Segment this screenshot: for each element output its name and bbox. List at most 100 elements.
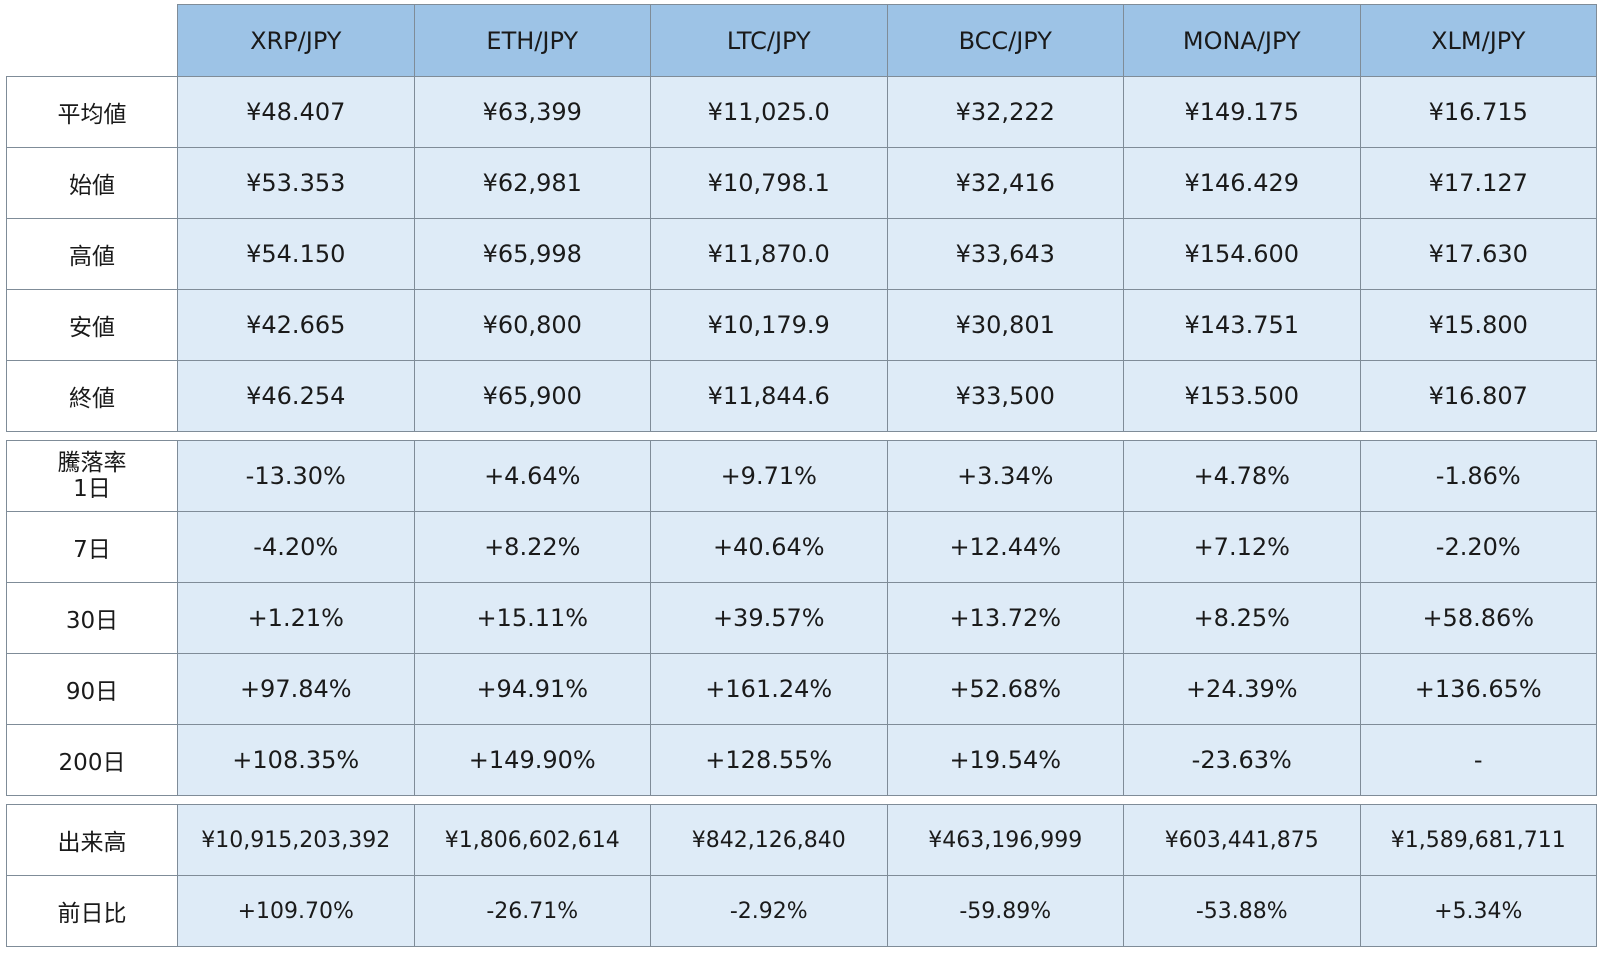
value-cell: -2.20% bbox=[1359, 511, 1597, 583]
value-cell: ¥48.407 bbox=[177, 76, 415, 148]
value-cell: ¥143.751 bbox=[1123, 289, 1361, 361]
value-cell: - bbox=[1359, 724, 1597, 796]
value-cell: +7.12% bbox=[1123, 511, 1361, 583]
column-header: ETH/JPY bbox=[413, 4, 651, 77]
value-cell: ¥33,500 bbox=[886, 360, 1124, 432]
volume-row: 前日比 +109.70% -26.71% -2.92% -59.89% -53.88% +5… bbox=[6, 875, 1597, 947]
value-cell: ¥32,222 bbox=[886, 76, 1124, 148]
value-cell: ¥53.353 bbox=[177, 147, 415, 219]
section-gap-cell bbox=[6, 795, 1597, 805]
value-cell: -53.88% bbox=[1123, 875, 1361, 947]
row-label: 終値 bbox=[6, 360, 178, 432]
value-cell: -13.30% bbox=[177, 440, 415, 512]
value-cell: ¥65,998 bbox=[413, 218, 651, 290]
row-label: 騰落率 1日 bbox=[6, 440, 178, 512]
value-cell: +94.91% bbox=[413, 653, 651, 725]
row-label-two-line: 騰落率 1日 bbox=[58, 450, 127, 502]
section-gap-cell bbox=[6, 431, 1597, 441]
value-cell: +128.55% bbox=[650, 724, 888, 796]
value-cell: ¥153.500 bbox=[1123, 360, 1361, 432]
price-row: 終値 ¥46.254 ¥65,900 ¥11,844.6 ¥33,500 ¥153.500… bbox=[6, 360, 1597, 432]
value-cell: ¥30,801 bbox=[886, 289, 1124, 361]
row-label: 高値 bbox=[6, 218, 178, 290]
value-cell: +13.72% bbox=[886, 582, 1124, 654]
value-cell: +39.57% bbox=[650, 582, 888, 654]
value-cell: ¥15.800 bbox=[1359, 289, 1597, 361]
column-header: LTC/JPY bbox=[650, 4, 888, 77]
row-label: 平均値 bbox=[6, 76, 178, 148]
value-cell: ¥65,900 bbox=[413, 360, 651, 432]
value-cell: ¥42.665 bbox=[177, 289, 415, 361]
value-cell: +8.25% bbox=[1123, 582, 1361, 654]
value-cell: +136.65% bbox=[1359, 653, 1597, 725]
value-cell: ¥11,870.0 bbox=[650, 218, 888, 290]
value-cell: ¥1,806,602,614 bbox=[413, 804, 651, 876]
value-cell: ¥603,441,875 bbox=[1123, 804, 1361, 876]
row-label: 安値 bbox=[6, 289, 178, 361]
value-cell: -26.71% bbox=[413, 875, 651, 947]
value-cell: +97.84% bbox=[177, 653, 415, 725]
volume-row: 出来高 ¥10,915,203,392 ¥1,806,602,614 ¥842,126… bbox=[6, 804, 1597, 876]
value-cell: ¥149.175 bbox=[1123, 76, 1361, 148]
value-cell: +5.34% bbox=[1359, 875, 1597, 947]
row-label: 200日 bbox=[6, 724, 178, 796]
value-cell: ¥463,196,999 bbox=[886, 804, 1124, 876]
value-cell: -1.86% bbox=[1359, 440, 1597, 512]
value-cell: +58.86% bbox=[1359, 582, 1597, 654]
change-row: 200日 +108.35% +149.90% +128.55% +19.54% -23.6… bbox=[6, 724, 1597, 796]
value-cell: ¥154.600 bbox=[1123, 218, 1361, 290]
crypto-summary-table-wrapper: XRP/JPY ETH/JPY LTC/JPY BCC/JPY MONA/JPY… bbox=[6, 4, 1597, 947]
value-cell: ¥146.429 bbox=[1123, 147, 1361, 219]
value-cell: -23.63% bbox=[1123, 724, 1361, 796]
section-gap bbox=[6, 431, 1597, 441]
value-cell: -4.20% bbox=[177, 511, 415, 583]
value-cell: +109.70% bbox=[177, 875, 415, 947]
value-cell: +3.34% bbox=[886, 440, 1124, 512]
column-header: XRP/JPY bbox=[177, 4, 415, 77]
value-cell: ¥842,126,840 bbox=[650, 804, 888, 876]
value-cell: ¥33,643 bbox=[886, 218, 1124, 290]
price-row: 平均値 ¥48.407 ¥63,399 ¥11,025.0 ¥32,222 ¥149.17… bbox=[6, 76, 1597, 148]
value-cell: ¥16.715 bbox=[1359, 76, 1597, 148]
row-label: 始値 bbox=[6, 147, 178, 219]
value-cell: -2.92% bbox=[650, 875, 888, 947]
value-cell: ¥1,589,681,711 bbox=[1359, 804, 1597, 876]
row-label: 7日 bbox=[6, 511, 178, 583]
value-cell: ¥17.127 bbox=[1359, 147, 1597, 219]
change-row: 騰落率 1日 -13.30% +4.64% +9.71% +3.34% +4.78% -1.8… bbox=[6, 440, 1597, 512]
value-cell: ¥63,399 bbox=[413, 76, 651, 148]
value-cell: +15.11% bbox=[413, 582, 651, 654]
value-cell: +12.44% bbox=[886, 511, 1124, 583]
table-body: XRP/JPY ETH/JPY LTC/JPY BCC/JPY MONA/JPY… bbox=[6, 4, 1597, 947]
value-cell: +9.71% bbox=[650, 440, 888, 512]
value-cell: ¥16.807 bbox=[1359, 360, 1597, 432]
value-cell: ¥32,416 bbox=[886, 147, 1124, 219]
value-cell: +24.39% bbox=[1123, 653, 1361, 725]
value-cell: ¥46.254 bbox=[177, 360, 415, 432]
price-row: 高値 ¥54.150 ¥65,998 ¥11,870.0 ¥33,643 ¥154.600… bbox=[6, 218, 1597, 290]
value-cell: ¥11,025.0 bbox=[650, 76, 888, 148]
value-cell: ¥54.150 bbox=[177, 218, 415, 290]
value-cell: +4.78% bbox=[1123, 440, 1361, 512]
value-cell: ¥10,179.9 bbox=[650, 289, 888, 361]
value-cell: ¥17.630 bbox=[1359, 218, 1597, 290]
change-row: 90日 +97.84% +94.91% +161.24% +52.68% +24.39% +… bbox=[6, 653, 1597, 725]
price-row: 始値 ¥53.353 ¥62,981 ¥10,798.1 ¥32,416 ¥146.429… bbox=[6, 147, 1597, 219]
value-cell: ¥10,915,203,392 bbox=[177, 804, 415, 876]
value-cell: ¥60,800 bbox=[413, 289, 651, 361]
change-row: 30日 +1.21% +15.11% +39.57% +13.72% +8.25% +58.… bbox=[6, 582, 1597, 654]
value-cell: ¥10,798.1 bbox=[650, 147, 888, 219]
value-cell: +1.21% bbox=[177, 582, 415, 654]
value-cell: +52.68% bbox=[886, 653, 1124, 725]
corner-cell bbox=[6, 4, 178, 77]
row-label-line-1: 騰落率 bbox=[57, 450, 127, 476]
value-cell: +40.64% bbox=[650, 511, 888, 583]
row-label: 90日 bbox=[6, 653, 178, 725]
value-cell: ¥62,981 bbox=[413, 147, 651, 219]
price-row: 安値 ¥42.665 ¥60,800 ¥10,179.9 ¥30,801 ¥143.751… bbox=[6, 289, 1597, 361]
value-cell: +4.64% bbox=[413, 440, 651, 512]
column-header: MONA/JPY bbox=[1123, 4, 1361, 77]
column-header: XLM/JPY bbox=[1359, 4, 1597, 77]
row-label-line-2: 1日 bbox=[73, 476, 111, 502]
value-cell: -59.89% bbox=[886, 875, 1124, 947]
